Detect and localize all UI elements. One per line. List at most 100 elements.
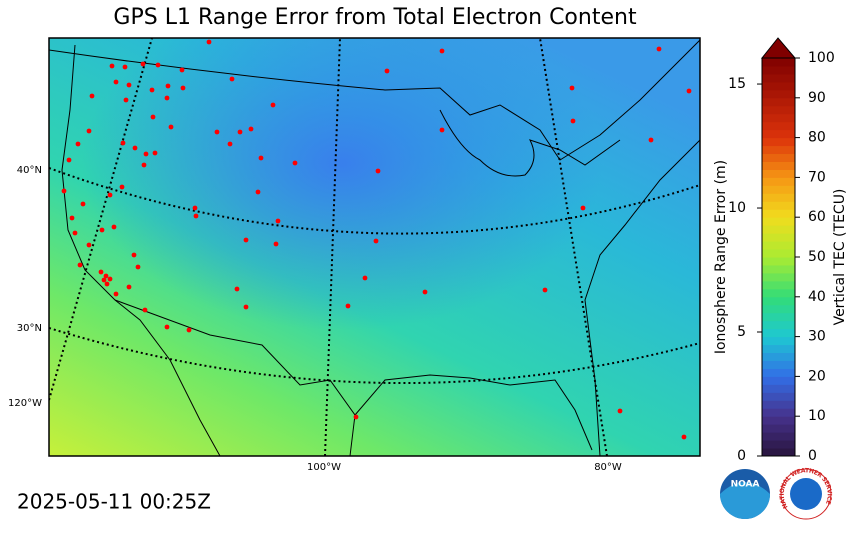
range-tick-label: 15 xyxy=(728,76,746,92)
colorbar-band xyxy=(762,280,795,290)
colorbar-band xyxy=(762,121,795,131)
tec-axis-label: Vertical TEC (TECU) xyxy=(832,189,848,326)
colorbar-band xyxy=(762,209,795,218)
station xyxy=(439,127,445,133)
station xyxy=(104,281,110,287)
colorbar-band xyxy=(762,137,795,147)
station xyxy=(164,95,170,101)
station xyxy=(258,155,264,161)
station xyxy=(80,201,86,207)
station xyxy=(214,129,220,135)
colorbar-band xyxy=(762,336,795,346)
colorbar-band xyxy=(762,113,795,123)
tec-tick-label: 40 xyxy=(808,289,826,305)
colorbar-band xyxy=(762,97,795,107)
lat-label: 40°N xyxy=(17,165,42,176)
colorbar-band xyxy=(762,153,795,162)
colorbar-band xyxy=(762,320,795,330)
us-canada-border xyxy=(49,39,700,161)
station xyxy=(131,252,137,258)
station xyxy=(229,76,235,82)
station xyxy=(165,83,171,89)
colorbar-band xyxy=(762,161,795,170)
colorbar-band xyxy=(762,312,795,322)
station xyxy=(86,128,92,134)
colorbar-band xyxy=(762,424,795,433)
colorbar-band xyxy=(762,392,795,401)
station xyxy=(111,224,117,230)
colorbar-band xyxy=(762,193,795,202)
timestamp: 2025-05-11 00:25Z xyxy=(17,490,211,514)
graticule xyxy=(49,38,700,456)
station xyxy=(99,227,105,233)
stations xyxy=(61,39,692,440)
parallel-30n xyxy=(49,327,700,385)
meridian-80w xyxy=(539,38,608,456)
station xyxy=(164,324,170,330)
tec-tick-label: 90 xyxy=(808,90,826,106)
colorbar-band xyxy=(762,225,795,234)
colorbar-extend xyxy=(760,37,797,59)
tec-field-high xyxy=(49,38,700,456)
station xyxy=(113,291,119,297)
colorbar-band xyxy=(762,296,795,306)
station xyxy=(273,241,279,247)
colorbar-band xyxy=(762,177,795,186)
pacific-coast xyxy=(61,44,221,456)
colorbar-band xyxy=(762,360,795,369)
station xyxy=(656,46,662,52)
station xyxy=(570,118,576,124)
station xyxy=(86,242,92,248)
station xyxy=(227,141,233,147)
station xyxy=(72,230,78,236)
colorbar-band xyxy=(762,416,795,425)
station xyxy=(123,97,129,103)
station xyxy=(179,67,185,73)
colorbar-band xyxy=(762,352,795,361)
lon-label: 100°W xyxy=(307,462,341,473)
station xyxy=(122,64,128,70)
tec-tick-label: 50 xyxy=(808,249,826,265)
range-tick-label: 10 xyxy=(728,200,746,216)
station xyxy=(109,63,115,69)
range-axis-label: Ionosphere Range Error (m) xyxy=(713,160,729,354)
station xyxy=(373,238,379,244)
station xyxy=(234,286,240,292)
station xyxy=(686,88,692,94)
colorbar-band xyxy=(762,249,795,258)
nws-logo: NATIONAL WEATHER SERVICE xyxy=(778,467,833,520)
borders xyxy=(49,39,700,456)
station xyxy=(98,269,104,275)
station xyxy=(362,275,368,281)
colorbar-band xyxy=(762,376,795,385)
colorbar-band xyxy=(762,185,795,194)
tec-tick-label: 20 xyxy=(808,368,826,384)
colorbar: 0 10 20 30 40 50 60 70 80 90 100 0 5 10 15 xyxy=(728,37,835,464)
colorbar-band xyxy=(762,408,795,417)
tec-tick-label: 100 xyxy=(808,50,835,66)
range-tick-label: 5 xyxy=(737,324,746,340)
colorbar-band xyxy=(762,257,795,266)
great-lakes xyxy=(439,109,621,177)
station xyxy=(439,48,445,54)
station xyxy=(542,287,548,293)
colorbar-band xyxy=(762,241,795,250)
tec-tick-label: 30 xyxy=(808,329,826,345)
colorbar-band xyxy=(762,58,795,67)
colorbar-band xyxy=(762,217,795,226)
nws-inner xyxy=(790,478,822,510)
station xyxy=(617,408,623,414)
station xyxy=(580,205,586,211)
colorbar-band xyxy=(762,264,795,274)
station xyxy=(193,213,199,219)
station xyxy=(168,124,174,130)
station xyxy=(243,237,249,243)
colorbar-band xyxy=(762,384,795,393)
station xyxy=(120,140,126,146)
tec-tick-label: 70 xyxy=(808,169,826,185)
lon-label: 120°W xyxy=(8,398,42,409)
colorbar-band xyxy=(762,233,795,242)
colorbar-band xyxy=(762,328,795,338)
noaa-logo: NOAA xyxy=(720,469,770,519)
tec-tick-label: 10 xyxy=(808,408,826,424)
